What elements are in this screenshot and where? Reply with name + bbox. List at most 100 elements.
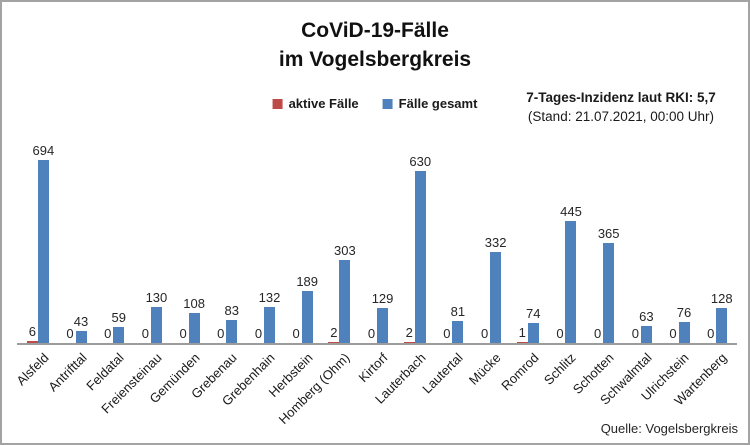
- incidence-date: (Stand: 21.07.2021, 00:00 Uhr): [527, 109, 715, 124]
- bar-total: [490, 252, 502, 343]
- bar-group: 0 132: [245, 143, 283, 343]
- total-value-label: 83: [224, 303, 240, 318]
- legend: aktive Fälle Fälle gesamt: [272, 96, 478, 111]
- bar-group: 0 43: [57, 143, 95, 343]
- chart-title-line1: CoViD-19-Fälle: [301, 19, 449, 42]
- total-value-label: 132: [258, 290, 281, 305]
- active-cases-swatch-icon: [272, 98, 283, 109]
- total-value-label: 332: [484, 235, 507, 250]
- bar-col-active: 0: [554, 143, 565, 343]
- bar-col-active: 0: [441, 143, 452, 343]
- bar-col-total: 74: [526, 143, 541, 343]
- bar-group: 0 130: [132, 143, 170, 343]
- bar-col-active: 6: [26, 143, 38, 343]
- legend-item-active: aktive Fälle: [272, 96, 359, 111]
- bar-col-active: 0: [291, 143, 302, 343]
- active-value-label: 0: [594, 326, 602, 341]
- bar-total: [150, 307, 162, 343]
- bar-active: [403, 342, 415, 343]
- bar-total: [188, 313, 200, 343]
- bar-col-active: 0: [668, 143, 679, 343]
- bar-col-active: 0: [140, 143, 151, 343]
- bar-total: [678, 322, 690, 343]
- active-value-label: 0: [669, 326, 677, 341]
- total-value-label: 76: [676, 305, 692, 320]
- bar-col-active: 0: [215, 143, 226, 343]
- incidence-annotation: 7-Tages-Inzidenz laut RKI: 5,7 (Stand: 2…: [502, 88, 740, 126]
- bar-col-total: 81: [450, 143, 466, 343]
- bar-col-active: 0: [253, 143, 264, 343]
- incidence-value: 7-Tages-Inzidenz laut RKI: 5,7: [526, 90, 716, 105]
- x-axis-line: [17, 343, 737, 345]
- bar-group: 0 129: [358, 143, 396, 343]
- bar-group: 1 74: [509, 143, 547, 343]
- source-credit: Quelle: Vogelsbergkreis: [600, 421, 738, 436]
- plot-area: 6 694 0 43 0 59 0 130 0 108 0 83 0 132 0 189 2 303 0 129 2 63…: [19, 143, 735, 343]
- active-value-label: 0: [556, 326, 564, 341]
- bar-total: [113, 327, 125, 343]
- active-value-label: 0: [367, 326, 376, 341]
- chart-title: CoViD-19-Fälle im Vogelsbergkreis: [2, 16, 748, 74]
- bar-total: [640, 326, 652, 343]
- total-value-label: 43: [73, 314, 89, 329]
- bar-col-active: 2: [403, 143, 415, 343]
- bar-col-total: 108: [183, 143, 205, 343]
- bar-group: 0 83: [207, 143, 245, 343]
- bar-group: 0 63: [622, 143, 660, 343]
- bar-total: [603, 243, 615, 343]
- bar-group: 0 189: [283, 143, 321, 343]
- active-value-label: 0: [254, 326, 263, 341]
- legend-item-total: Fälle gesamt: [382, 96, 478, 111]
- active-value-label: 0: [104, 326, 112, 341]
- bar-col-active: 2: [328, 143, 340, 343]
- bar-col-total: 43: [73, 143, 89, 343]
- bar-col-active: 0: [65, 143, 76, 343]
- bar-col-active: 0: [178, 143, 189, 343]
- bar-group: 0 59: [94, 143, 132, 343]
- bar-group: 6 694: [19, 143, 57, 343]
- bar-group: 0 108: [170, 143, 208, 343]
- total-value-label: 128: [710, 291, 733, 306]
- bar-col-total: 303: [334, 143, 356, 343]
- bar-col-active: 1: [516, 143, 528, 343]
- bar-total: [339, 260, 351, 343]
- bar-total: [527, 323, 539, 343]
- total-value-label: 59: [111, 310, 126, 325]
- bar-col-active: 0: [705, 143, 716, 343]
- bar-total: [75, 331, 87, 343]
- bar-col-total: 630: [409, 143, 431, 343]
- legend-label-total: Fälle gesamt: [398, 96, 478, 111]
- bar-total: [452, 321, 464, 343]
- bar-col-total: 365: [598, 143, 620, 343]
- bar-total: [377, 308, 389, 343]
- bar-total: [716, 308, 728, 343]
- bar-group: 0 445: [547, 143, 585, 343]
- active-value-label: 0: [179, 326, 187, 341]
- bar-active: [516, 342, 528, 343]
- bar-col-total: 130: [146, 143, 167, 343]
- bar-group: 0 365: [584, 143, 622, 343]
- total-value-label: 189: [296, 274, 319, 289]
- bar-total: [37, 160, 49, 343]
- bar-total: [263, 307, 275, 343]
- total-value-label: 694: [32, 143, 55, 158]
- active-value-label: 2: [330, 325, 338, 340]
- bar-total: [226, 320, 238, 343]
- bar-total: [565, 221, 577, 343]
- total-value-label: 365: [597, 226, 620, 241]
- active-value-label: 0: [707, 326, 715, 341]
- total-value-label: 445: [560, 204, 582, 219]
- active-value-label: 6: [28, 324, 36, 339]
- bar-group: 0 128: [697, 143, 735, 343]
- bar-group: 0 76: [660, 143, 698, 343]
- bar-group: 0 81: [434, 143, 472, 343]
- bar-col-active: 0: [366, 143, 377, 343]
- bar-group: 2 303: [321, 143, 359, 343]
- total-value-label: 81: [450, 304, 466, 319]
- bar-col-total: 694: [33, 143, 54, 343]
- bar-col-total: 445: [560, 143, 582, 343]
- bar-col-active: 0: [630, 143, 641, 343]
- bar-active: [328, 342, 340, 343]
- active-value-label: 1: [518, 325, 526, 340]
- total-value-label: 303: [334, 243, 356, 258]
